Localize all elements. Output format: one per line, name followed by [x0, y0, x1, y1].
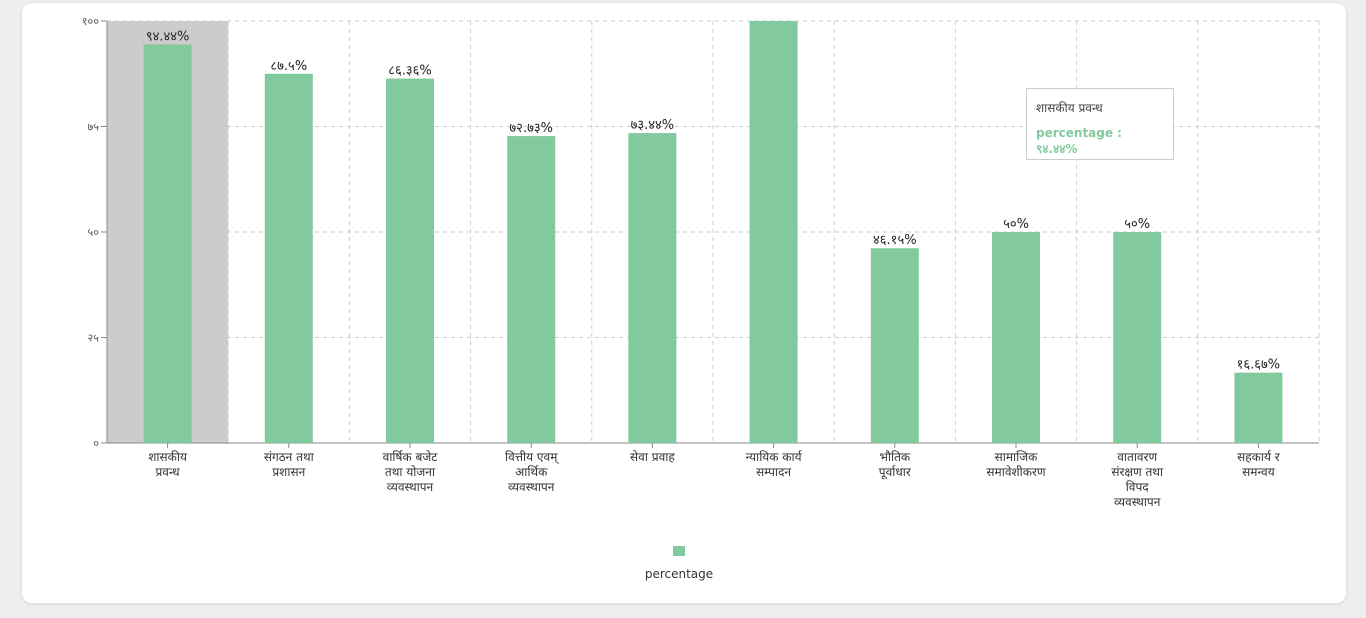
data-label: ८६.३६% — [388, 64, 432, 79]
data-label: ७३.४४% — [631, 118, 675, 133]
bar — [143, 44, 192, 444]
x-tick-label: व्यवस्थापन — [387, 480, 434, 494]
x-tick-label: पूर्वाधार — [879, 465, 912, 480]
x-tick-label: सम्पादन — [756, 465, 791, 479]
x-tick-label: विपद — [1126, 480, 1150, 494]
data-label: ४६.१५% — [873, 233, 917, 248]
x-tick-label: सेवा प्रवाह — [630, 450, 675, 464]
bar — [749, 21, 798, 443]
x-tick-label: संरक्षण तथा — [1111, 465, 1164, 479]
x-tick-label: वित्तीय एवम् — [505, 450, 559, 465]
x-tick-label: तथा योजना — [385, 465, 436, 479]
bar — [1113, 232, 1162, 443]
x-tick-label: भौतिक — [879, 450, 910, 464]
bar — [628, 133, 677, 444]
data-label: १६.६७% — [1237, 358, 1281, 373]
x-tick-label: सहकार्य र — [1237, 450, 1281, 464]
x-tick-label: आर्थिक — [515, 465, 548, 479]
data-label: ८७.५% — [270, 59, 307, 74]
x-tick-label: व्यवस्थापन — [508, 480, 555, 494]
x-tick-label: समावेशीकरण — [986, 465, 1045, 479]
bar — [870, 248, 919, 443]
x-tick-label: शासकीय — [148, 450, 188, 464]
x-tick-label: व्यवस्थापन — [1114, 495, 1161, 509]
x-tick-label: सामाजिक — [995, 450, 1039, 464]
y-tick-label: ० — [93, 437, 99, 450]
x-tick-label: वातावरण — [1117, 450, 1157, 464]
bar — [264, 73, 313, 443]
data-label: ९४.४४% — [146, 29, 190, 44]
bar — [1234, 372, 1283, 443]
bar-chart: ० २५ ५० ७५ १०० ९४.४४% शासकीयप्रवन्ध ८७.५% संगठन … — [82, 15, 1320, 581]
legend-label: percentage — [645, 567, 713, 581]
chart-card: ० २५ ५० ७५ १०० ९४.४४% शासकीय प्रवन्ध ८७.५% संगठन … — [22, 3, 1346, 603]
chart-tooltip: शासकीय प्रवन्ध percentage : ९४.४४% — [1026, 88, 1174, 160]
y-tick-label: २५ — [88, 332, 100, 345]
y-tick-label: ५० — [88, 226, 100, 239]
bar — [507, 136, 556, 443]
data-label: ५०% — [1003, 217, 1029, 232]
tooltip-value: percentage : ९४.४४% — [1036, 126, 1122, 156]
x-tick-label: प्रवन्ध — [155, 465, 180, 479]
x-tick-label: प्रशासन — [272, 465, 305, 479]
y-tick-label: १०० — [82, 15, 99, 28]
legend-swatch — [673, 546, 685, 556]
bar — [386, 78, 434, 444]
data-label: ७२.७३% — [509, 121, 553, 136]
data-label: ५०% — [1124, 217, 1150, 232]
bar — [992, 232, 1040, 443]
x-tick-label: न्यायिक कार्य — [746, 450, 803, 464]
y-tick-label: ७५ — [88, 121, 100, 134]
tooltip-title: शासकीय प्रवन्ध — [1036, 101, 1103, 115]
x-tick-label: संगठन तथा — [264, 450, 315, 464]
x-tick-label: समन्वय — [1242, 465, 1276, 479]
x-tick-label: वार्षिक बजेट — [383, 450, 439, 464]
